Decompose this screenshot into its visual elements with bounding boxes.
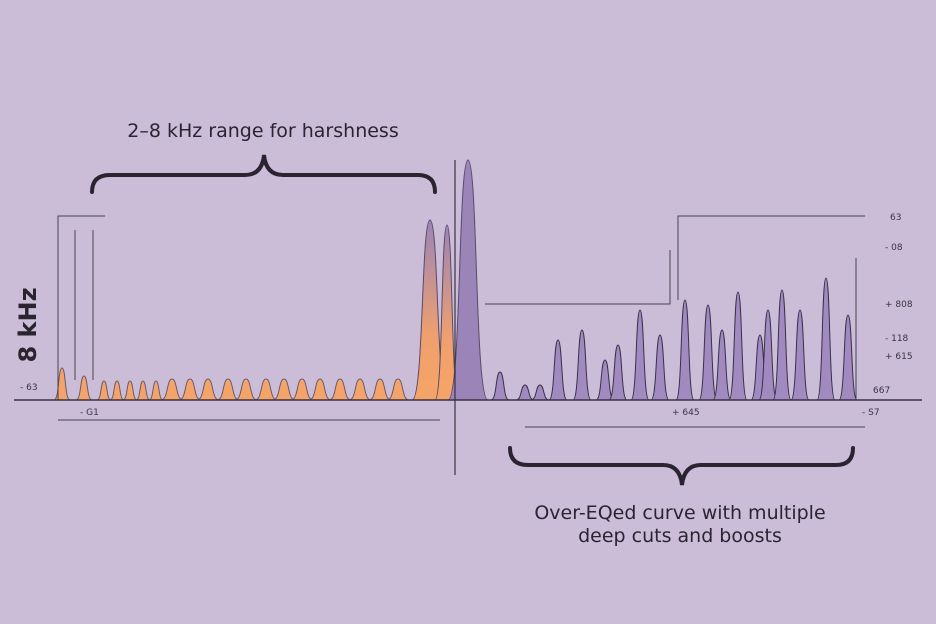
peak [178, 378, 202, 401]
side-label: 8 kHz [14, 287, 42, 362]
axis-label: 667 [873, 386, 890, 396]
peak [675, 299, 695, 401]
caption-line: Over-EQed curve with multiple [534, 502, 825, 524]
peak [216, 378, 240, 401]
peak [386, 378, 410, 401]
peak [548, 339, 568, 401]
bottom-brace [508, 446, 855, 486]
axis-label: - S7 [862, 408, 880, 418]
guide-lines [57, 215, 865, 428]
axis-label: - 118 [885, 334, 909, 344]
axis-label: + 615 [885, 352, 913, 362]
peak [96, 380, 112, 401]
peak [348, 378, 372, 401]
peak [135, 380, 151, 401]
peak [728, 291, 748, 401]
peak [515, 384, 535, 401]
axis-label: - 08 [885, 243, 903, 253]
axis-label: - 63 [20, 383, 38, 393]
peak [650, 334, 670, 401]
peak [608, 344, 628, 401]
peak [447, 159, 489, 401]
peak [572, 329, 592, 401]
peak [530, 384, 550, 401]
peak [698, 304, 718, 401]
peak [712, 329, 732, 401]
peak [290, 378, 314, 401]
axis-label: - G1 [80, 408, 99, 418]
title: 2–8 kHz range for harshness [127, 120, 398, 142]
peak [790, 309, 810, 401]
peak [328, 378, 352, 401]
top-brace [90, 154, 437, 194]
peak [838, 314, 858, 401]
peak [368, 378, 392, 401]
peak [196, 378, 220, 401]
axis-label: + 645 [672, 408, 700, 418]
peak [490, 371, 510, 401]
peak [772, 289, 792, 401]
peak [816, 277, 836, 401]
peak [75, 375, 93, 401]
peak [148, 380, 164, 401]
axis-label: + 808 [885, 300, 913, 310]
peak [272, 378, 296, 401]
axis-label: 63 [890, 213, 901, 223]
caption-line: deep cuts and boosts [578, 525, 782, 547]
peak [308, 378, 332, 401]
peak [254, 378, 278, 401]
peak [234, 378, 258, 401]
peak [160, 378, 184, 401]
peak [758, 309, 778, 401]
peak [109, 380, 125, 401]
peak [122, 380, 138, 401]
spectrum [53, 159, 858, 401]
peak [630, 309, 650, 401]
